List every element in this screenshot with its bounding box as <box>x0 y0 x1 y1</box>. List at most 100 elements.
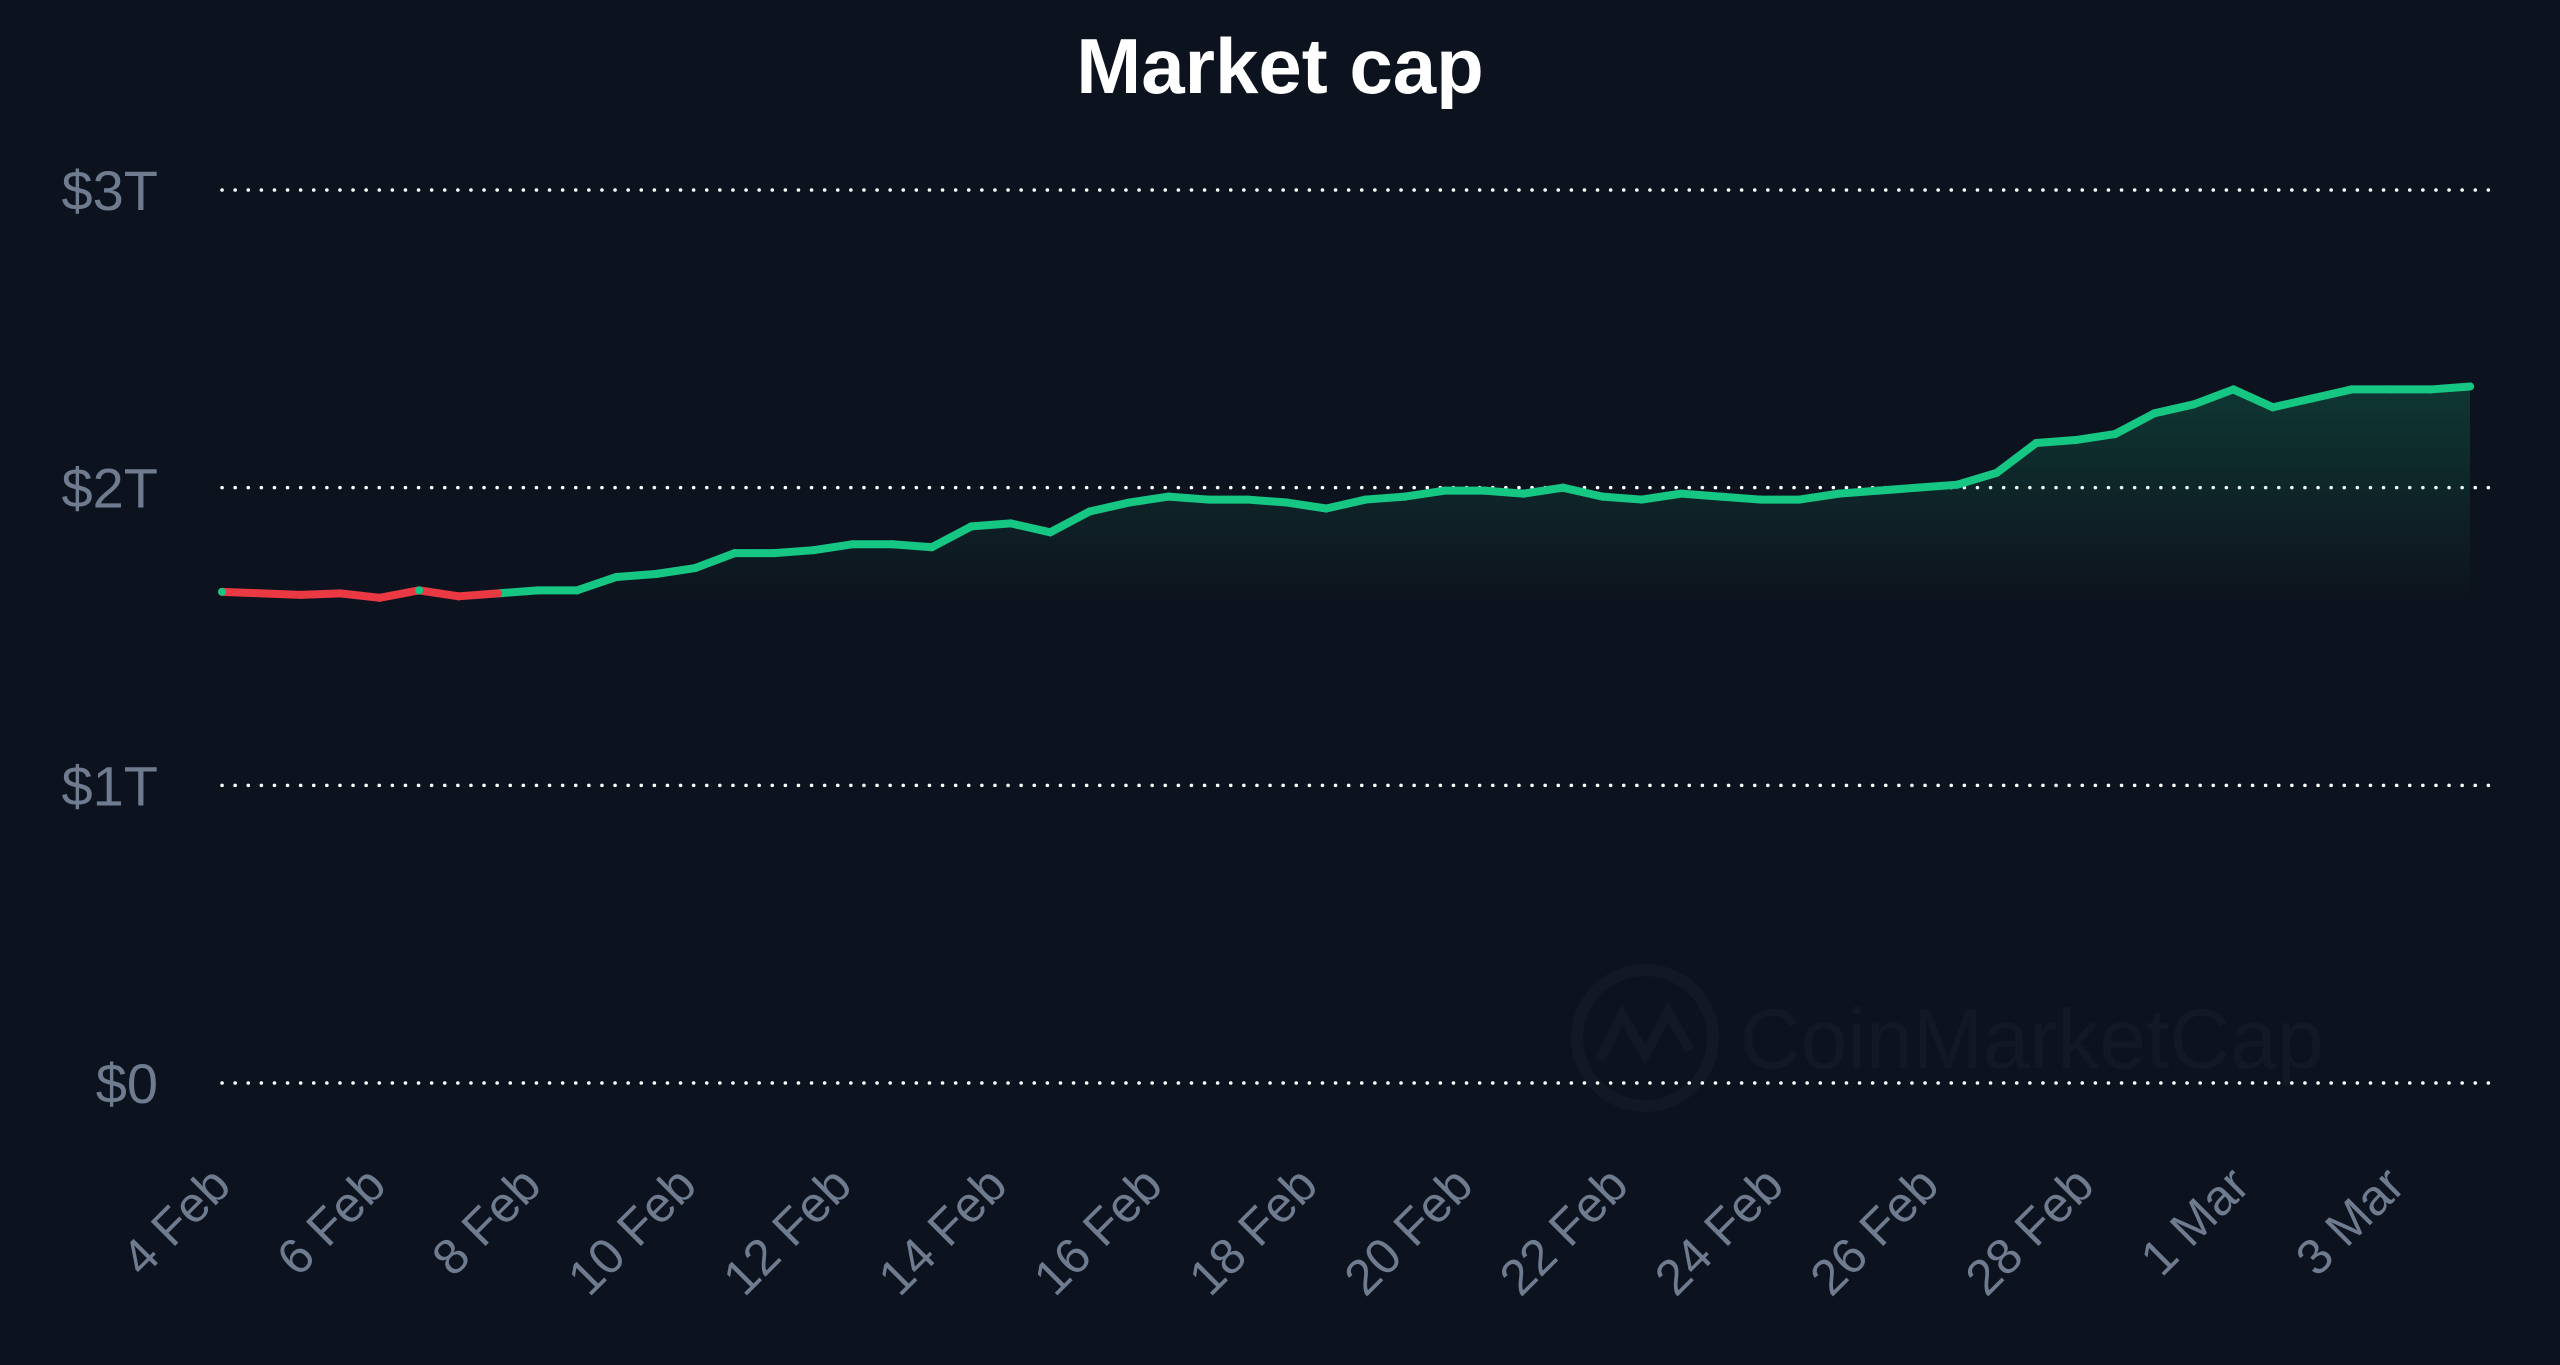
line-segment-up <box>1558 483 1607 501</box>
line-segment-up <box>2189 385 2238 409</box>
data-point <box>651 569 660 578</box>
line-segment-up <box>1795 489 1843 504</box>
line-segment-up <box>1401 486 1449 501</box>
data-point <box>2387 385 2396 394</box>
data-point <box>1125 498 1134 507</box>
x-tick-label: 3 Mar <box>2285 1156 2415 1286</box>
data-point <box>1085 507 1094 516</box>
line-segment-up <box>1243 495 1291 507</box>
x-tick-label: 12 Feb <box>712 1156 862 1306</box>
data-point <box>809 546 818 555</box>
watermark: CoinMarketCap <box>1571 964 2324 1112</box>
data-point <box>1046 528 1055 537</box>
data-point <box>1598 492 1607 501</box>
data-point <box>2347 385 2356 394</box>
data-point <box>415 586 424 595</box>
data-point <box>2071 436 2080 445</box>
y-tick-label: $3T <box>62 159 159 222</box>
data-point <box>1874 486 1883 495</box>
data-point <box>1913 483 1922 492</box>
x-tick-label: 6 Feb <box>266 1156 396 1286</box>
data-point <box>612 572 621 581</box>
line-segment-up <box>2426 382 2474 394</box>
data-point <box>1716 492 1725 501</box>
data-point <box>1480 486 1489 495</box>
data-point <box>1164 492 1173 501</box>
line-segment-up <box>1716 492 1765 504</box>
line-segment-up <box>1519 483 1567 498</box>
data-point <box>1322 504 1331 513</box>
line-segment-down <box>296 589 345 599</box>
line-segment-up <box>612 569 660 581</box>
line-segment-up <box>2150 400 2198 418</box>
line-segment-down <box>336 589 384 602</box>
line-segment-up <box>651 564 700 578</box>
data-point <box>2229 385 2238 394</box>
line-segment-up <box>1480 486 1528 498</box>
data-point <box>296 590 305 599</box>
data-point <box>1203 495 1212 504</box>
data-point <box>888 540 897 549</box>
x-axis: 4 Feb 6 Feb 8 Feb 10 Feb 12 Feb 14 Feb 16 Feb 1… <box>111 1156 2415 1306</box>
line-segment-up <box>1164 492 1212 504</box>
line-segment-up <box>927 522 976 552</box>
data-point <box>2111 430 2120 439</box>
data-point <box>2426 385 2435 394</box>
data-point <box>927 543 936 552</box>
data-point <box>1282 498 1291 507</box>
y-tick-label: $2T <box>62 457 159 520</box>
y-tick-label: $1T <box>62 754 159 817</box>
line-segment-up <box>2268 394 2317 412</box>
line-segment-up <box>1046 507 1094 537</box>
line-segment-down <box>415 586 463 601</box>
data-point <box>1243 495 1252 504</box>
line-segment-up <box>572 572 621 595</box>
line-segment-up <box>2071 430 2120 445</box>
data-point <box>1519 489 1528 498</box>
x-tick-label: 28 Feb <box>1955 1156 2105 1306</box>
line-segment-up <box>494 586 542 598</box>
data-point <box>2308 394 2317 403</box>
data-point <box>1834 489 1843 498</box>
line-segment-down <box>375 586 424 602</box>
data-point <box>533 586 542 595</box>
data-point <box>1953 480 1962 489</box>
data-point <box>1795 495 1804 504</box>
data-point <box>2268 403 2277 412</box>
line-segment-down <box>218 587 266 598</box>
line-segment-up <box>809 540 858 555</box>
grid <box>220 188 2492 1085</box>
line-segment-up <box>1834 486 1883 498</box>
data-point <box>1558 483 1567 492</box>
line-segment-up <box>1874 483 1922 495</box>
x-tick-label: 16 Feb <box>1023 1156 1173 1306</box>
data-point <box>691 564 700 573</box>
data-point <box>2150 409 2159 418</box>
line-segment-up <box>2229 385 2277 412</box>
data-point <box>849 540 858 549</box>
line-segment-up <box>888 540 936 552</box>
watermark-logo-icon <box>1571 964 1719 1112</box>
data-point <box>218 587 226 596</box>
x-tick-label: 8 Feb <box>421 1156 551 1286</box>
line-segment-up <box>691 549 739 573</box>
data-point <box>770 549 779 558</box>
watermark-logo-wave <box>1595 1001 1695 1066</box>
x-tick-label: 20 Feb <box>1334 1156 1484 1306</box>
data-point <box>1006 519 1015 528</box>
data-point <box>730 549 739 558</box>
line-segment-up <box>2032 436 2080 448</box>
data-point <box>336 589 345 598</box>
line-segment-up <box>1637 489 1686 504</box>
data-point <box>967 522 976 531</box>
x-tick-label: 24 Feb <box>1644 1156 1794 1306</box>
x-tick-label: 4 Feb <box>111 1156 241 1286</box>
data-point <box>494 589 503 598</box>
line-segment-up <box>1006 519 1055 537</box>
line-segment-up <box>770 546 818 558</box>
x-tick-label: 18 Feb <box>1178 1156 1328 1306</box>
x-tick-label: 26 Feb <box>1799 1156 1949 1306</box>
area-fill-path <box>222 386 2470 601</box>
line-segment-up <box>1085 498 1134 516</box>
y-axis: $0 $1T $2T $3T <box>62 159 159 1115</box>
